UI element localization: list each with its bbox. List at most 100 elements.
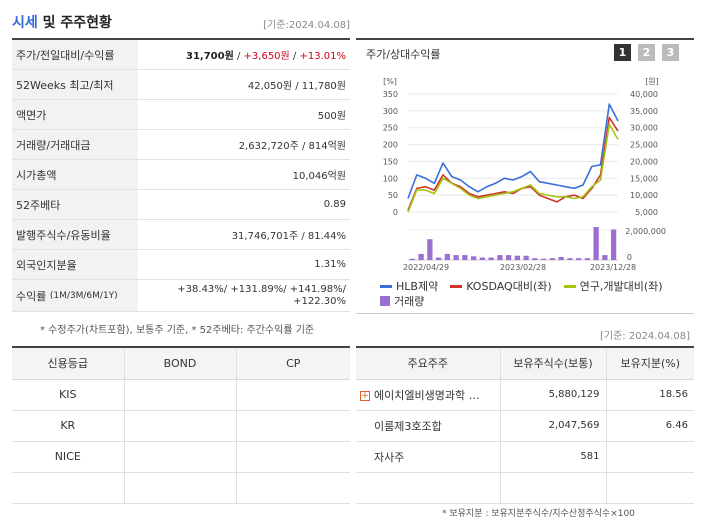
price-rate: +13.01% xyxy=(299,51,346,62)
price-value: 31,700원 xyxy=(186,51,234,62)
left-tick-label: 250 xyxy=(383,124,398,133)
table-row: 이룸제3호조합 2,047,569 6.46 xyxy=(356,410,694,442)
chart-page-3-button[interactable]: 3 xyxy=(662,44,679,61)
holder-pct xyxy=(605,472,694,504)
credit-rating-table: 신용등급 BOND CP KIS KR NICE xyxy=(12,346,350,504)
returns-label-small: (1M/3M/6M/1Y) xyxy=(49,290,118,301)
table-row xyxy=(12,472,350,504)
legend-label-volume: 거래량 xyxy=(394,295,425,308)
x-tick-label: 2023/12/28 xyxy=(590,263,636,272)
row-value: 1.31% xyxy=(314,259,346,270)
series-line-1 xyxy=(407,116,619,211)
holder-name: 이룸제3호조합 xyxy=(356,410,500,442)
holder-header: 보유주식수(보통) xyxy=(499,347,606,380)
x-tick-label: 2022/04/29 xyxy=(403,263,449,272)
credit-bond xyxy=(123,379,236,411)
row-value: 31,700원 / +3,650원 / +13.01% xyxy=(138,47,350,62)
holder-name-text: 에이치엘비생명과학 … xyxy=(374,388,480,402)
credit-header: CP xyxy=(235,347,350,380)
returns-line1: +38.43%/ +131.89%/ +141.98%/ xyxy=(177,283,346,295)
row-label: 외국인지분율 xyxy=(12,250,138,279)
volume-bar xyxy=(523,255,529,260)
credit-bond xyxy=(123,410,236,442)
holder-shares xyxy=(499,472,606,504)
row-label: 주가/전일대비/수익률 xyxy=(12,40,138,69)
holder-name[interactable]: + 에이치엘비생명과학 … xyxy=(356,379,500,411)
holder-header: 보유지분(%) xyxy=(605,347,694,380)
right-tick-label: 30,000 xyxy=(630,124,658,133)
x-tick-label: 2023/02/28 xyxy=(500,263,546,272)
right-tick-label: 20,000 xyxy=(630,157,658,166)
stock-note: * 수정주가(차트포함), 보통주 기준, * 52주베타: 주간수익률 기준 xyxy=(40,325,315,336)
separator: / xyxy=(289,51,300,62)
row-value: 31,746,701주 / 81.44% xyxy=(231,231,346,242)
chart-page-1-button[interactable]: 1 xyxy=(614,44,631,61)
holder-name: 자사주 xyxy=(356,441,500,473)
holders-note: * 보유지분 : 보유지분주식수/지수산정주식수×100 xyxy=(442,509,635,519)
volume-bar xyxy=(558,256,564,260)
row-volume: 거래량/거래대금 2,632,720주 / 814억원 xyxy=(12,130,350,160)
credit-header: BOND xyxy=(123,347,236,380)
stock-info-table: 주가/전일대비/수익률 31,700원 / +3,650원 / +13.01% … xyxy=(12,38,350,312)
chart-panel xyxy=(356,38,694,314)
row-market-cap: 시가총액 10,046억원 xyxy=(12,160,350,190)
right-tick-label: 40,000 xyxy=(630,90,658,99)
row-value: 10,046억원 xyxy=(292,171,346,182)
row-beta: 52주베타 0.89 xyxy=(12,190,350,220)
holder-pct xyxy=(605,441,694,473)
row-value: 2,632,720주 / 814억원 xyxy=(238,141,346,152)
holder-shares: 5,880,129 xyxy=(499,379,606,411)
series-line-2 xyxy=(407,123,619,213)
legend-label-kosdaq: KOSDAQ대비(좌) xyxy=(466,280,552,293)
row-shares: 발행주식수/유동비율 31,746,701주 / 81.44% xyxy=(12,220,350,250)
volume-bar xyxy=(453,255,459,260)
volume-bar xyxy=(593,227,599,260)
row-label: 52주베타 xyxy=(12,190,138,219)
holder-header-row: 주요주주 보유주식수(보통) 보유지분(%) xyxy=(356,347,694,380)
row-label: 52Weeks 최고/최저 xyxy=(12,70,138,99)
series-line-0 xyxy=(407,103,619,199)
table-row xyxy=(356,472,694,504)
title-accent: 시세 xyxy=(12,15,38,31)
holder-name xyxy=(356,472,500,504)
right-tick-label: 25,000 xyxy=(630,141,658,150)
row-52weeks: 52Weeks 최고/최저 42,050원 / 11,780원 xyxy=(12,70,350,100)
holder-shares: 2,047,569 xyxy=(499,410,606,442)
volume-bar xyxy=(471,256,477,260)
row-value: 500원 xyxy=(317,111,346,122)
row-foreign: 외국인지분율 1.31% xyxy=(12,250,350,280)
row-label: 시가총액 xyxy=(12,160,138,189)
volume-bar xyxy=(488,257,494,260)
right-tick-label: 35,000 xyxy=(630,107,658,116)
legend-line-hlb xyxy=(380,284,392,288)
credit-cp xyxy=(235,410,350,442)
legend-label-rnd: 연구,개발대비(좌) xyxy=(579,280,663,293)
legend-row-2: 거래량 xyxy=(380,293,424,309)
holder-pct: 18.56 xyxy=(605,379,694,411)
volume-bar xyxy=(436,257,442,260)
credit-header-row: 신용등급 BOND CP xyxy=(12,347,350,380)
chart-page-2-button[interactable]: 2 xyxy=(638,44,655,61)
row-value: 42,050원 / 11,780원 xyxy=(247,81,346,92)
credit-cp xyxy=(235,441,350,473)
credit-bond xyxy=(123,472,236,504)
volume-bar xyxy=(514,255,520,260)
credit-agency xyxy=(12,472,124,504)
chart-reference-date: [기준: 2024.04.08] xyxy=(600,331,691,342)
holder-shares: 581 xyxy=(499,441,606,473)
expand-plus-icon[interactable]: + xyxy=(360,390,370,401)
stock-chart: [%] [원] 350 300 250 200 150 100 50 0 40,000 35,000 3… xyxy=(383,77,666,272)
credit-bond xyxy=(123,441,236,473)
table-row: + 에이치엘비생명과학 … 5,880,129 18.56 xyxy=(356,379,694,411)
row-label: 액면가 xyxy=(12,100,138,129)
volume-bar xyxy=(418,253,424,260)
volume-bar xyxy=(462,255,468,260)
credit-header: 신용등급 xyxy=(12,347,124,380)
reference-date: [기준:2024.04.08] xyxy=(263,20,350,31)
volume-bar xyxy=(602,255,608,260)
title-rest: 및 주주현황 xyxy=(37,15,112,31)
credit-agency: KR xyxy=(12,410,124,442)
right-tick-label: 15,000 xyxy=(630,174,658,183)
holder-header: 주요주주 xyxy=(356,347,500,380)
left-tick-label: 50 xyxy=(388,191,398,200)
